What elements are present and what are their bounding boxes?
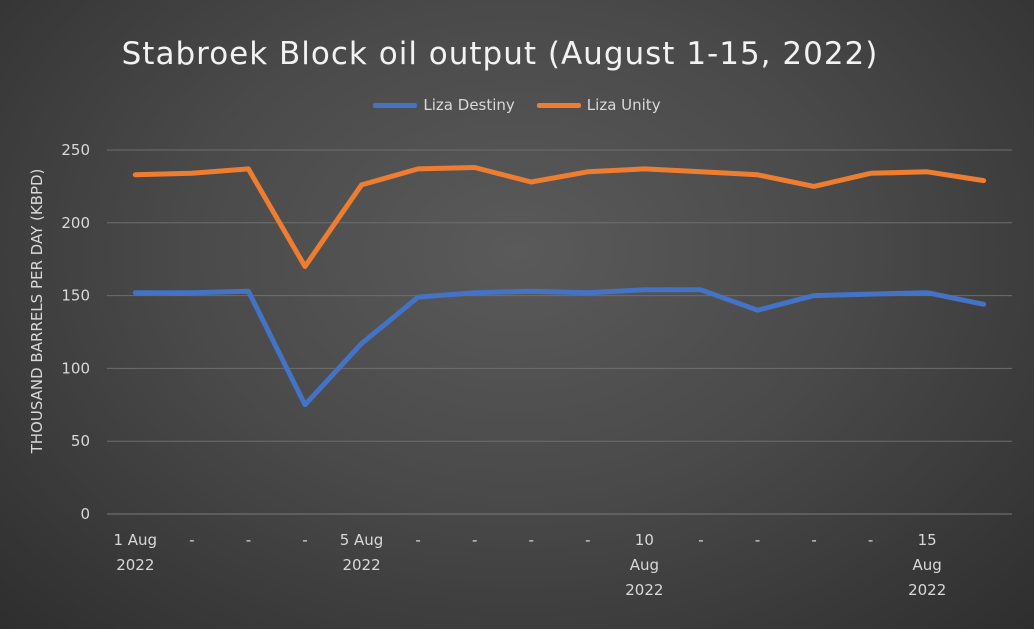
data-point-liza-unity-5 [417, 168, 419, 170]
x-tick-label-3-0: - [302, 531, 307, 549]
y-tick-label-150: 150 [61, 287, 90, 305]
legend: Liza Destiny Liza Unity [0, 96, 1034, 114]
x-tick-label-9-2: 2022 [625, 581, 663, 599]
x-tick-label-0-1: 2022 [116, 556, 154, 574]
y-tick-label-50: 50 [71, 432, 90, 450]
y-tick-label-100: 100 [61, 359, 90, 377]
legend-item-liza-unity: Liza Unity [536, 96, 661, 114]
series-line-liza-destiny [132, 287, 987, 408]
data-point-liza-unity-10 [700, 171, 702, 173]
data-point-liza-unity-11 [756, 174, 758, 176]
data-point-liza-destiny-15 [983, 303, 985, 305]
x-tick-label-14-1: Aug [913, 556, 942, 574]
data-point-liza-destiny-0 [134, 292, 136, 294]
x-tick-label-11-0: - [755, 531, 760, 549]
x-tick-label-12-0: - [811, 531, 816, 549]
legend-swatch-liza-destiny [373, 102, 418, 108]
data-point-liza-unity-6 [474, 166, 476, 168]
data-point-liza-destiny-6 [474, 292, 476, 294]
data-point-liza-unity-4 [361, 184, 363, 186]
data-point-liza-destiny-14 [926, 292, 928, 294]
data-point-liza-destiny-7 [530, 290, 532, 292]
legend-label-liza-destiny: Liza Destiny [423, 96, 515, 114]
legend-item-liza-destiny: Liza Destiny [373, 96, 515, 114]
chart-title: Stabroek Block oil output (August 1-15, … [121, 36, 879, 72]
data-point-liza-unity-0 [134, 174, 136, 176]
series-line-liza-unity [132, 165, 987, 269]
x-tick-label-8-0: - [585, 531, 590, 549]
x-tick-label-10-0: - [698, 531, 703, 549]
data-point-liza-unity-7 [530, 181, 532, 183]
x-tick-label-2-0: - [246, 531, 251, 549]
data-point-liza-destiny-10 [700, 289, 702, 291]
data-point-liza-destiny-2 [247, 290, 249, 292]
x-tick-label-5-0: - [415, 531, 420, 549]
x-tick-label-1-0: - [189, 531, 194, 549]
data-point-liza-unity-13 [870, 172, 872, 174]
x-tick-label-14-0: 15 [918, 531, 937, 549]
y-tick-label-250: 250 [61, 141, 90, 159]
y-tick-label-200: 200 [61, 214, 90, 232]
data-point-liza-destiny-1 [191, 292, 193, 294]
x-tick-label-9-0: 10 [635, 531, 654, 549]
x-tick-label-14-2: 2022 [908, 581, 946, 599]
x-tick-label-13-0: - [868, 531, 873, 549]
y-tick-label-0: 0 [80, 505, 90, 523]
data-point-liza-unity-1 [191, 172, 193, 174]
data-point-liza-unity-9 [643, 168, 645, 170]
data-point-liza-destiny-8 [587, 292, 589, 294]
x-tick-label-4-0: 5 Aug [340, 531, 384, 549]
data-point-liza-destiny-12 [813, 295, 815, 297]
data-point-liza-unity-14 [926, 171, 928, 173]
data-point-liza-unity-8 [587, 171, 589, 173]
x-tick-label-9-1: Aug [630, 556, 659, 574]
data-point-liza-destiny-13 [870, 293, 872, 295]
data-point-liza-destiny-11 [756, 309, 758, 311]
legend-swatch-liza-unity [536, 102, 581, 108]
x-tick-label-7-0: - [529, 531, 534, 549]
legend-label-liza-unity: Liza Unity [586, 96, 661, 114]
data-point-liza-unity-15 [983, 180, 985, 182]
data-point-liza-destiny-5 [417, 296, 419, 298]
data-point-liza-destiny-4 [361, 343, 363, 345]
data-point-liza-destiny-9 [643, 289, 645, 291]
data-point-liza-unity-3 [304, 265, 306, 267]
data-point-liza-destiny-3 [304, 404, 306, 406]
x-tick-label-6-0: - [472, 531, 477, 549]
data-point-liza-unity-12 [813, 185, 815, 187]
x-tick-label-0-0: 1 Aug [113, 531, 157, 549]
data-point-liza-unity-2 [247, 168, 249, 170]
x-tick-label-4-1: 2022 [342, 556, 380, 574]
